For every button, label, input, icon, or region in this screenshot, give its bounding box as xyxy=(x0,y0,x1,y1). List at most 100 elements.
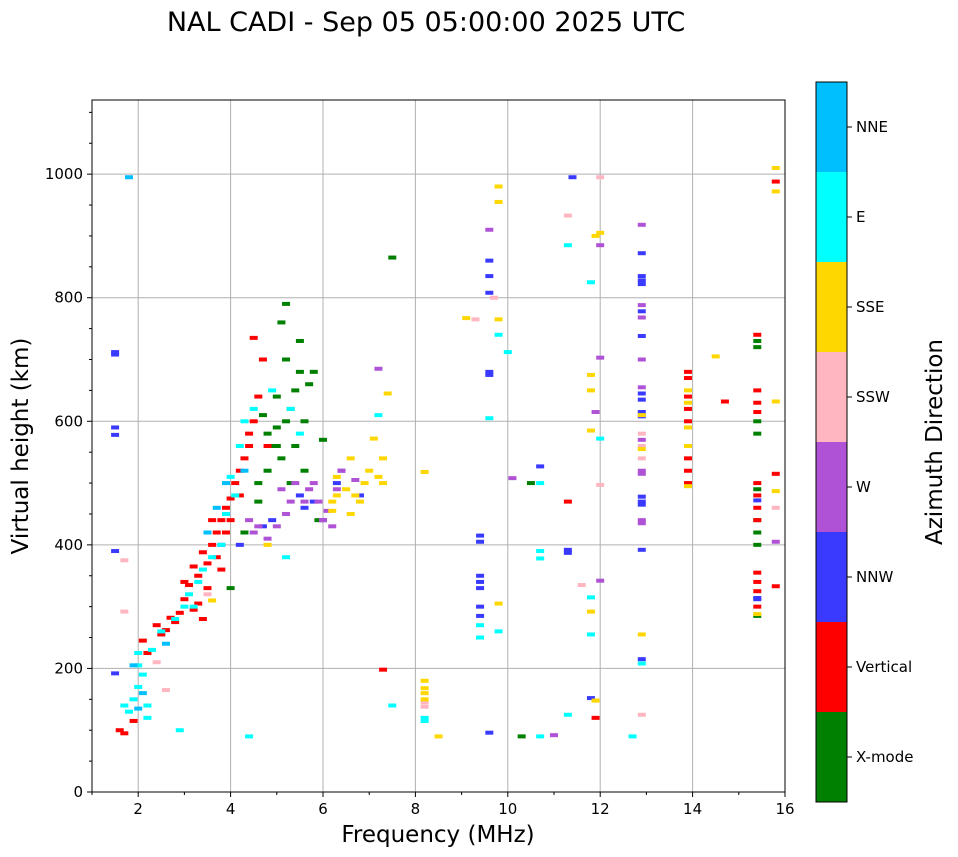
data-point-w xyxy=(374,366,383,371)
data-point-e xyxy=(138,672,147,677)
data-point-vertical xyxy=(258,357,267,362)
data-point-ssw xyxy=(120,558,129,563)
data-point-e xyxy=(268,388,277,393)
data-point-vertical xyxy=(221,530,230,535)
data-point-nnw xyxy=(637,274,646,279)
data-point-e xyxy=(148,647,157,652)
data-point-sse xyxy=(586,388,595,393)
data-point-vertical xyxy=(683,456,692,461)
data-point-nnw xyxy=(332,481,341,486)
data-point-vertical xyxy=(235,468,244,473)
data-point-w xyxy=(771,539,780,544)
data-point-nnw xyxy=(476,586,485,591)
data-point-e xyxy=(221,511,230,516)
data-point-e xyxy=(494,332,503,337)
data-point-w xyxy=(309,481,318,486)
data-point-ssw xyxy=(563,213,572,218)
data-point-e xyxy=(536,734,545,739)
data-point-vertical xyxy=(115,728,124,733)
data-point-vertical xyxy=(198,550,207,555)
grid xyxy=(92,100,785,792)
data-point-x-mode xyxy=(263,431,272,436)
data-point-sse xyxy=(379,456,388,461)
data-point-w xyxy=(323,508,332,513)
data-point-x-mode xyxy=(258,413,267,418)
data-point-w xyxy=(319,518,327,523)
data-point-w xyxy=(300,499,309,504)
data-point-ssw xyxy=(596,482,605,487)
data-point-ssw xyxy=(637,444,646,448)
colorbar-tick-label: W xyxy=(856,478,871,496)
data-point-w xyxy=(637,315,646,320)
data-point-x-mode xyxy=(388,255,397,260)
data-point-vertical xyxy=(217,518,226,523)
y-tick-label: 800 xyxy=(54,289,83,307)
data-point-x-mode xyxy=(295,338,304,343)
data-point-w xyxy=(291,481,300,486)
data-point-vertical xyxy=(198,617,207,621)
data-point-e xyxy=(175,728,184,733)
data-point-nnw xyxy=(568,175,577,180)
data-point-e xyxy=(185,592,194,597)
data-point-nnw xyxy=(111,549,120,554)
data-point-sse xyxy=(637,413,646,418)
data-point-sse xyxy=(263,542,272,547)
data-point-sse xyxy=(351,493,360,498)
data-point-vertical xyxy=(683,481,692,486)
data-point-x-mode xyxy=(753,530,762,535)
data-point-sse xyxy=(771,165,780,170)
data-point-sse xyxy=(494,199,503,204)
data-point-sse xyxy=(383,391,392,396)
data-point-w xyxy=(249,530,258,535)
data-point-vertical xyxy=(208,518,217,523)
data-point-vertical xyxy=(771,584,780,589)
data-point-x-mode xyxy=(277,456,286,461)
data-point-ssw xyxy=(161,688,170,693)
data-point-x-mode xyxy=(300,468,309,473)
data-point-e xyxy=(503,350,512,355)
data-point-vertical xyxy=(753,481,762,486)
data-point-vertical xyxy=(152,623,161,628)
data-point-x-mode xyxy=(300,419,309,424)
data-point-e xyxy=(637,661,646,666)
data-point-sse xyxy=(379,481,388,486)
data-point-e xyxy=(235,444,244,448)
data-point-nnw xyxy=(111,352,120,357)
data-point-nnw xyxy=(637,282,646,287)
data-point-vertical xyxy=(166,615,175,620)
data-point-ssw xyxy=(471,317,480,322)
y-tick-label: 0 xyxy=(73,783,83,801)
data-point-vertical xyxy=(189,564,198,569)
data-point-nnw xyxy=(485,274,494,279)
x-tick-label: 6 xyxy=(318,800,328,818)
data-point-w xyxy=(596,578,605,583)
data-point-sse xyxy=(753,612,762,617)
data-point-e xyxy=(374,413,383,418)
data-point-e xyxy=(134,650,143,655)
data-point-x-mode xyxy=(282,357,291,362)
data-point-nnw xyxy=(753,597,762,602)
data-point-sse xyxy=(434,734,443,739)
data-point-vertical xyxy=(217,567,226,572)
y-tick-label: 400 xyxy=(54,536,83,554)
data-point-vertical xyxy=(753,505,762,510)
data-point-nnw xyxy=(258,524,267,529)
data-point-nnw xyxy=(476,613,485,618)
data-point-e xyxy=(282,555,291,560)
data-point-w xyxy=(637,471,646,476)
data-point-x-mode xyxy=(526,481,535,486)
data-point-e xyxy=(286,406,295,411)
data-point-nnw xyxy=(300,505,309,510)
data-point-x-mode xyxy=(295,369,304,374)
data-point-nnw xyxy=(637,494,646,499)
data-point-nnw xyxy=(637,309,646,314)
colorbar-tick-label: SSE xyxy=(856,298,885,316)
colorbar-segment xyxy=(816,172,847,262)
data-point-x-mode xyxy=(286,481,295,486)
data-point-x-mode xyxy=(282,301,291,306)
data-point-nnw xyxy=(476,539,485,544)
data-point-sse xyxy=(374,474,383,479)
data-point-w xyxy=(637,521,646,526)
data-point-w xyxy=(637,303,646,308)
data-point-vertical xyxy=(753,410,762,415)
